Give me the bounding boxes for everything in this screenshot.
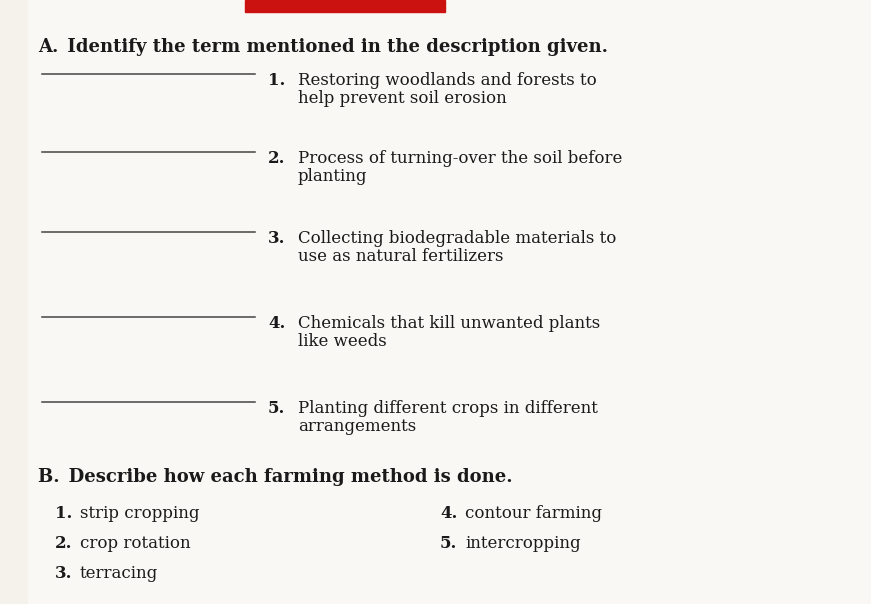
Text: like weeds: like weeds xyxy=(298,333,387,350)
Text: 5.: 5. xyxy=(440,535,457,552)
Text: 1.: 1. xyxy=(268,72,286,89)
Text: 2.: 2. xyxy=(55,535,72,552)
Text: Collecting biodegradable materials to: Collecting biodegradable materials to xyxy=(298,230,617,247)
Text: Chemicals that kill unwanted plants: Chemicals that kill unwanted plants xyxy=(298,315,600,332)
Text: 1.: 1. xyxy=(55,505,72,522)
Text: 3.: 3. xyxy=(268,230,286,247)
Text: A. Identify the term mentioned in the description given.: A. Identify the term mentioned in the de… xyxy=(38,38,608,56)
Text: strip cropping: strip cropping xyxy=(80,505,199,522)
Text: Restoring woodlands and forests to: Restoring woodlands and forests to xyxy=(298,72,597,89)
Text: 3.: 3. xyxy=(55,565,72,582)
Text: 5.: 5. xyxy=(268,400,286,417)
Text: arrangements: arrangements xyxy=(298,418,416,435)
Text: terracing: terracing xyxy=(80,565,159,582)
Text: help prevent soil erosion: help prevent soil erosion xyxy=(298,90,507,107)
Text: Process of turning-over the soil before: Process of turning-over the soil before xyxy=(298,150,623,167)
Text: B. Describe how each farming method is done.: B. Describe how each farming method is d… xyxy=(38,468,513,486)
Text: 4.: 4. xyxy=(268,315,286,332)
Text: intercropping: intercropping xyxy=(465,535,581,552)
Text: use as natural fertilizers: use as natural fertilizers xyxy=(298,248,503,265)
Text: planting: planting xyxy=(298,168,368,185)
Text: 4.: 4. xyxy=(440,505,457,522)
Text: contour farming: contour farming xyxy=(465,505,602,522)
Text: 2.: 2. xyxy=(268,150,286,167)
Text: crop rotation: crop rotation xyxy=(80,535,191,552)
Bar xyxy=(245,0,445,12)
Text: Planting different crops in different: Planting different crops in different xyxy=(298,400,598,417)
